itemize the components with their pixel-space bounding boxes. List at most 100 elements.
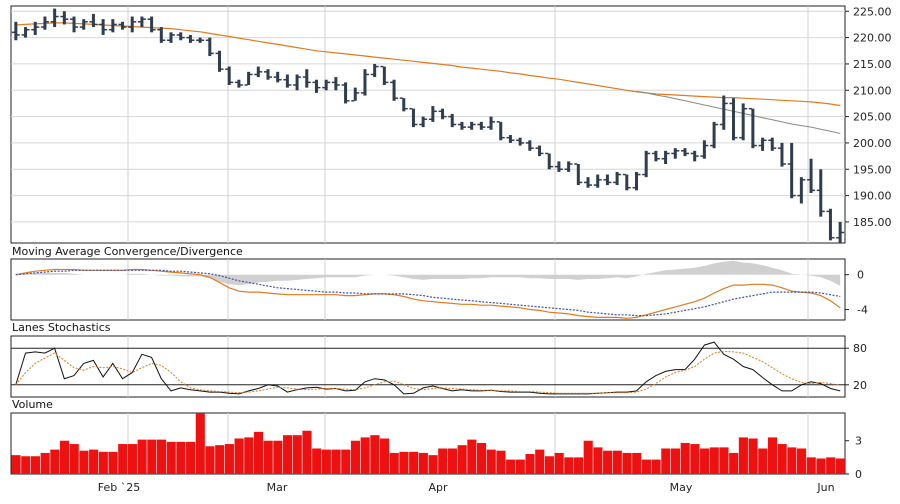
volume-bar xyxy=(389,452,399,474)
ohlc-range xyxy=(363,69,367,96)
ohlc-range xyxy=(508,135,512,143)
ohlc-bar xyxy=(564,161,573,172)
ohlc-range xyxy=(111,19,115,33)
ohlc-range xyxy=(664,150,668,164)
ohlc-range xyxy=(654,150,658,162)
ohlc-range xyxy=(644,150,648,178)
ohlc-bar xyxy=(777,142,786,167)
ohlc-bar xyxy=(729,98,738,141)
ohlc-bar xyxy=(758,137,767,151)
ohlc-range xyxy=(218,50,221,72)
ohlc-bar xyxy=(671,148,680,159)
ohlc-bar xyxy=(167,32,176,43)
volume-bar xyxy=(418,452,428,474)
volume-bar xyxy=(544,456,554,474)
volume-bar xyxy=(835,458,845,474)
ohlc-bar xyxy=(826,208,835,241)
ohlc-bar xyxy=(661,150,670,164)
volume-bar xyxy=(370,435,380,474)
volume-bar xyxy=(283,435,293,474)
volume-bar xyxy=(224,444,234,474)
ohlc-range xyxy=(334,77,338,91)
ohlc-range xyxy=(159,27,163,43)
ohlc-range xyxy=(567,161,571,172)
ohlc-bar xyxy=(574,163,583,186)
volume-bar xyxy=(399,451,409,474)
ohlc-bar xyxy=(690,150,699,162)
x-tick-label: Mar xyxy=(267,481,288,494)
ohlc-bar xyxy=(603,174,612,186)
ohlc-range xyxy=(489,116,493,130)
ohlc-range xyxy=(285,74,289,88)
moving-average-line xyxy=(15,22,841,107)
ohlc-range xyxy=(121,21,125,30)
volume-bar xyxy=(21,456,31,474)
ohlc-range xyxy=(499,121,503,141)
volume-bar xyxy=(632,452,642,474)
volume-bar xyxy=(166,441,176,474)
volume-bar xyxy=(156,439,167,474)
ohlc-bar xyxy=(108,19,117,33)
volume-bar xyxy=(787,447,797,474)
volume-bar xyxy=(777,444,787,474)
ohlc-range xyxy=(441,108,445,120)
ohlc-bar xyxy=(409,107,418,128)
volume-bar xyxy=(147,439,157,474)
price-tick-label: 185.00 xyxy=(853,216,892,229)
volume-bar xyxy=(515,459,525,474)
ohlc-bar xyxy=(438,108,447,120)
ohlc-bar xyxy=(787,142,796,199)
volume-bar xyxy=(554,452,564,474)
ohlc-bar xyxy=(50,8,59,28)
ohlc-bar xyxy=(312,79,321,93)
volume-bar xyxy=(89,449,99,474)
ohlc-range xyxy=(586,177,590,188)
ohlc-range xyxy=(227,66,231,85)
stochastic-d-line xyxy=(15,350,841,394)
ohlc-bar xyxy=(196,37,205,43)
ohlc-range xyxy=(557,161,561,172)
ohlc-range xyxy=(596,174,600,188)
volume-bar xyxy=(234,438,244,474)
ohlc-range xyxy=(266,69,270,80)
volume-bar xyxy=(806,457,816,474)
ohlc-range xyxy=(43,16,47,30)
ohlc-bar xyxy=(341,82,350,104)
ohlc-range xyxy=(450,113,454,128)
volume-bar xyxy=(535,449,545,474)
volume-bar xyxy=(176,441,186,474)
ohlc-range xyxy=(62,11,66,25)
ohlc-bar xyxy=(554,161,563,172)
volume-bar xyxy=(40,452,50,474)
ohlc-range xyxy=(198,37,202,43)
ohlc-bar xyxy=(642,150,651,178)
volume-bar xyxy=(622,452,632,474)
volume-bar xyxy=(118,444,128,474)
ohlc-range xyxy=(576,164,580,186)
ohlc-bar xyxy=(157,27,166,43)
volume-bar xyxy=(127,444,137,474)
ohlc-bar xyxy=(768,137,777,151)
ohlc-range xyxy=(305,69,309,88)
ohlc-range xyxy=(625,174,629,191)
ohlc-range xyxy=(53,8,57,28)
volume-bar xyxy=(438,448,448,474)
ohlc-range xyxy=(82,19,86,30)
ohlc-range xyxy=(635,171,638,191)
ohlc-bar xyxy=(680,148,689,157)
volume-bar xyxy=(331,449,341,474)
volume-bar xyxy=(593,447,603,474)
ohlc-bar xyxy=(360,69,369,96)
ohlc-range xyxy=(140,16,144,28)
ohlc-range xyxy=(731,98,735,141)
ohlc-range xyxy=(276,71,280,83)
ohlc-bar xyxy=(428,106,437,122)
x-tick-label: May xyxy=(670,481,693,494)
volume-bar xyxy=(816,458,826,474)
ohlc-bar xyxy=(797,177,806,204)
ohlc-range xyxy=(392,79,396,101)
ohlc-bar xyxy=(390,79,399,101)
ohlc-bar xyxy=(60,11,69,25)
ohlc-range xyxy=(673,148,677,159)
ohlc-range xyxy=(101,19,105,35)
